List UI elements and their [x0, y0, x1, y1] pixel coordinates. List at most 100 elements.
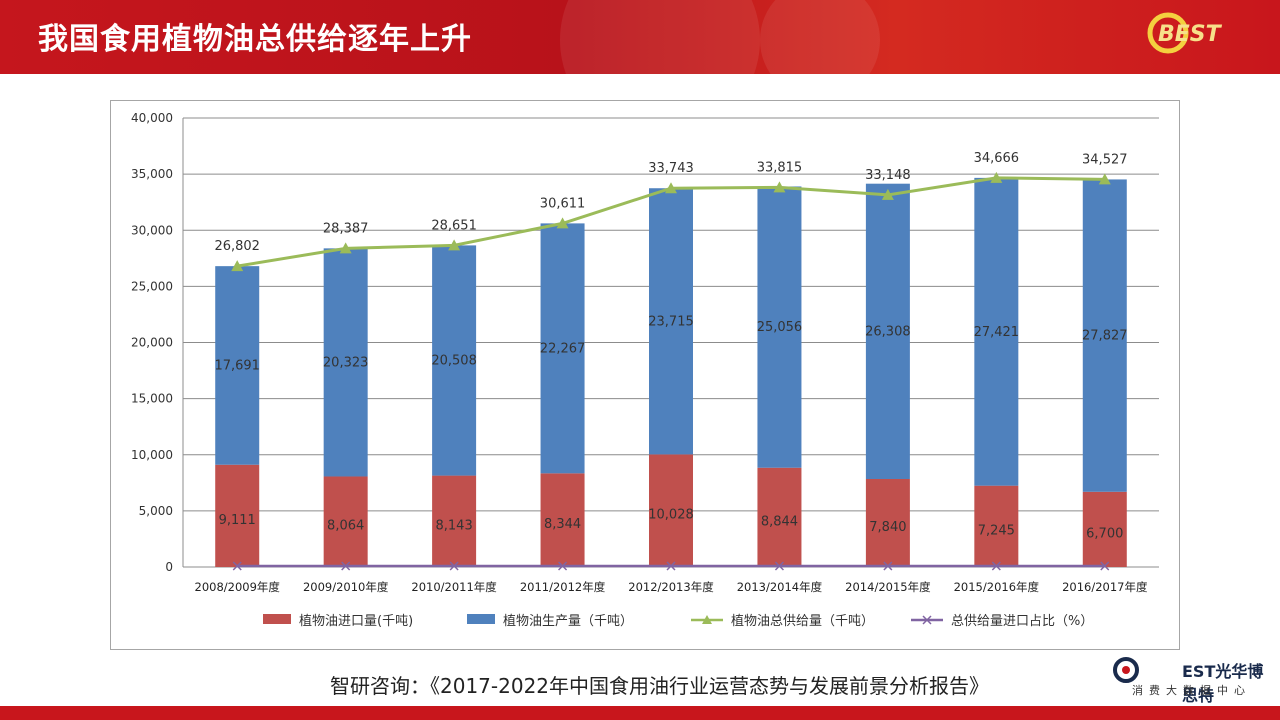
label-import: 6,700 — [1086, 526, 1123, 541]
bar-production — [757, 186, 802, 468]
bar-production — [649, 188, 693, 455]
label-production: 20,323 — [323, 355, 369, 370]
supply-marker — [231, 260, 244, 272]
bottom-bar — [0, 706, 1280, 720]
label-production: 20,508 — [431, 353, 477, 368]
legend-marker — [922, 615, 932, 625]
ratio-marker — [774, 561, 784, 571]
label-supply: 33,743 — [648, 161, 694, 176]
label-supply: 28,387 — [323, 221, 369, 236]
x-tick-label: 2016/2017年度 — [1062, 580, 1148, 594]
y-tick-label: 15,000 — [131, 392, 173, 406]
label-production: 17,691 — [214, 358, 260, 373]
decor-bubble — [560, 0, 760, 74]
label-supply: 33,148 — [865, 168, 911, 183]
label-import: 8,143 — [436, 518, 473, 533]
label-import: 8,844 — [761, 514, 798, 529]
bar-import — [865, 478, 910, 567]
label-production: 23,715 — [648, 314, 694, 329]
x-tick-label: 2009/2010年度 — [303, 580, 389, 594]
bar-import — [1082, 491, 1127, 567]
ratio-marker — [232, 561, 242, 571]
label-production: 27,421 — [974, 325, 1020, 340]
supply-marker — [773, 181, 786, 193]
y-tick-label: 30,000 — [131, 223, 173, 237]
ratio-marker — [341, 561, 351, 571]
x-tick-label: 2010/2011年度 — [411, 580, 497, 594]
legend-label: 植物油总供给量（千吨） — [731, 614, 874, 629]
y-tick-label: 5,000 — [139, 504, 173, 518]
supply-marker — [556, 217, 569, 229]
label-import: 10,028 — [648, 508, 694, 523]
label-import: 7,245 — [978, 523, 1015, 538]
y-tick-label: 35,000 — [131, 167, 173, 181]
label-production: 26,308 — [865, 324, 911, 339]
bar-production — [865, 183, 910, 479]
y-tick-label: 20,000 — [131, 336, 173, 350]
label-import: 8,064 — [327, 519, 364, 534]
ratio-marker — [449, 561, 459, 571]
ratio-marker — [883, 561, 893, 571]
legend-swatch — [263, 614, 291, 624]
y-tick-label: 10,000 — [131, 448, 173, 462]
supply-marker — [881, 188, 894, 200]
label-supply: 30,611 — [540, 196, 586, 211]
ratio-marker — [991, 561, 1001, 571]
label-production: 27,827 — [1082, 329, 1128, 344]
label-supply: 34,666 — [974, 151, 1020, 166]
decor-bubble — [760, 0, 880, 74]
y-tick-label: 40,000 — [131, 111, 173, 125]
logo-text: BEST — [1158, 22, 1223, 47]
y-tick-label: 0 — [165, 560, 173, 574]
bar-production — [432, 245, 477, 476]
header-bar: 我国食用植物油总供给逐年上升 BEST — [0, 0, 1280, 74]
x-tick-label: 2013/2014年度 — [737, 580, 823, 594]
bar-import — [540, 473, 585, 567]
ratio-marker — [558, 561, 568, 571]
ratio-marker — [1100, 561, 1110, 571]
label-production: 22,267 — [540, 341, 586, 356]
brand-icon — [1113, 657, 1139, 683]
ratio-marker — [666, 561, 676, 571]
best-logo: BEST — [1147, 12, 1223, 54]
legend-label: 总供给量进口占比（%） — [951, 614, 1093, 629]
supply-marker — [448, 239, 461, 251]
y-tick-label: 25,000 — [131, 279, 173, 293]
label-supply: 34,527 — [1082, 152, 1128, 167]
bar-production — [540, 223, 585, 474]
supply-marker — [1098, 173, 1111, 185]
supply-marker — [665, 182, 677, 194]
page-title: 我国食用植物油总供给逐年上升 — [38, 22, 472, 57]
bar-production — [974, 177, 1019, 486]
x-tick-label: 2015/2016年度 — [954, 580, 1040, 594]
bar-production — [215, 266, 260, 465]
label-supply: 26,802 — [214, 239, 260, 254]
legend-label: 植物油进口量(千吨) — [299, 614, 413, 629]
label-supply: 33,815 — [757, 160, 803, 175]
brand-name: EST光华博思特 — [1182, 662, 1264, 705]
bar-import — [757, 467, 802, 567]
x-tick-label: 2012/2013年度 — [628, 580, 714, 594]
x-tick-label: 2008/2009年度 — [195, 580, 281, 594]
legend-label: 植物油生产量（千吨） — [503, 614, 633, 629]
x-tick-label: 2011/2012年度 — [520, 580, 606, 594]
supply-marker — [990, 171, 1003, 183]
brand-subtitle: 消费大数据中心 — [1132, 684, 1251, 697]
chart-svg: 0 5,000 10,000 15,000 20,000 25,000 30,000 35,0… — [131, 111, 1159, 629]
bar-import — [974, 485, 1019, 567]
label-import: 7,840 — [869, 520, 906, 535]
legend-swatch — [467, 614, 495, 624]
brand-logo: EST光华博思特 消费大数据中心 — [1112, 656, 1272, 705]
label-supply: 28,651 — [431, 218, 477, 233]
label-import: 8,344 — [544, 517, 581, 532]
supply-marker — [339, 242, 352, 254]
bar-import — [323, 476, 368, 567]
bar-import — [215, 464, 260, 567]
legend-marker — [702, 615, 712, 624]
bar-import — [432, 475, 477, 567]
source-citation: 智研咨询：《2017-2022年中国食用油行业运营态势与发展前景分析报告》 — [330, 674, 990, 698]
bar-import — [649, 454, 693, 567]
label-production: 25,056 — [757, 320, 803, 335]
bar-production — [323, 248, 368, 477]
x-tick-label: 2014/2015年度 — [845, 580, 931, 594]
